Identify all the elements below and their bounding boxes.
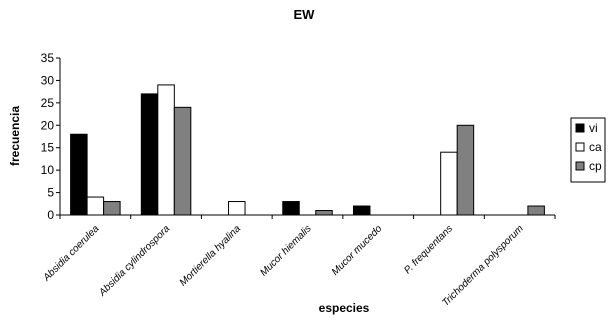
bar-vi	[140, 93, 159, 216]
legend: vi ca cp	[570, 117, 606, 183]
x-category-label: Mucor hiemalis	[258, 223, 313, 278]
bars	[70, 84, 545, 216]
legend-label-cp: cp	[589, 159, 602, 173]
x-category-label: Trichoderma polysporum	[440, 223, 525, 308]
bar-cp	[315, 210, 333, 216]
x-category-label: P. frequentans	[402, 223, 455, 276]
bar-cp	[527, 205, 545, 216]
bar-ca	[86, 196, 105, 216]
x-axis-title: especies	[319, 301, 370, 315]
y-tick-label: 30	[41, 73, 55, 87]
y-tick-label: 25	[41, 96, 55, 110]
chart-title: EW	[294, 7, 316, 22]
bar-vi	[282, 201, 300, 216]
legend-swatch-vi	[575, 123, 585, 133]
bar-cp	[173, 106, 192, 216]
legend-swatch-ca	[575, 142, 585, 152]
x-category-label: Absidia cylindrospora	[96, 223, 172, 299]
legend-label-vi: vi	[589, 121, 598, 135]
legend-swatch-cp	[575, 161, 585, 171]
x-category-label: Mucor mucedo	[330, 223, 385, 278]
y-axis-title: frecuencia	[8, 106, 22, 166]
y-tick-label: 0	[47, 208, 54, 222]
y-axis: 0 5 10 15 20 25 30 35	[41, 51, 61, 222]
x-category-label: Absidia coerulea	[41, 223, 102, 284]
bar-vi	[70, 133, 88, 216]
y-tick-label: 15	[41, 141, 55, 155]
y-tick-label: 35	[41, 51, 55, 65]
y-tick-label: 10	[41, 163, 55, 177]
y-tick-label: 5	[47, 186, 54, 200]
bar-vi	[352, 205, 371, 216]
y-tick-label: 20	[41, 118, 55, 132]
x-category-label: Mortierella hyalina	[178, 223, 243, 288]
bar-ca	[440, 151, 458, 216]
bar-ca	[228, 201, 246, 216]
legend-label-ca: ca	[589, 140, 602, 154]
bar-cp	[103, 201, 121, 216]
bar-cp	[456, 124, 475, 216]
bar-ca	[157, 84, 175, 216]
